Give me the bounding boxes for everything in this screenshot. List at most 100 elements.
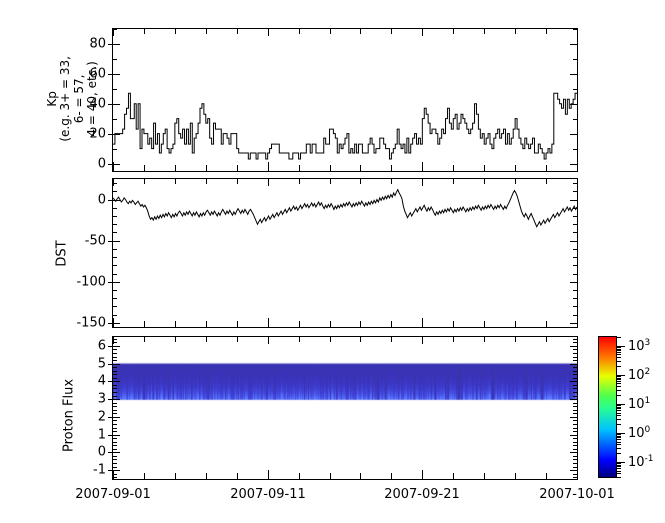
y-minor-tick	[573, 339, 577, 340]
y-minor-tick	[113, 367, 117, 368]
proton-flux-y-tick-label: 5	[97, 356, 106, 372]
colorbar-minor-tick	[616, 468, 621, 469]
y-minor-tick	[113, 315, 117, 316]
y-minor-tick	[573, 274, 577, 275]
colorbar-minor-tick	[616, 444, 621, 445]
x-minor-tick	[299, 179, 300, 184]
x-minor-tick	[144, 337, 145, 342]
x-major-tick	[422, 318, 423, 327]
y-major-tick	[108, 435, 120, 436]
colorbar-major-tick	[616, 433, 625, 434]
y-minor-tick	[113, 442, 117, 443]
x-minor-tick	[484, 337, 485, 342]
y-minor-tick	[113, 29, 117, 30]
y-major-tick	[570, 74, 577, 75]
dst-y-tick-label: -100	[76, 274, 106, 290]
x-minor-tick	[484, 29, 485, 34]
x-major-tick	[422, 29, 423, 36]
x-minor-tick	[515, 165, 516, 171]
kp-axis-label-line-4: 4 = 40, etc.)	[85, 61, 100, 137]
x-major-tick	[268, 470, 269, 479]
x-minor-tick	[484, 473, 485, 479]
y-minor-tick	[573, 208, 577, 209]
y-minor-tick	[113, 388, 117, 389]
x-minor-tick	[360, 165, 361, 171]
proton-flux-y-tick-label: 2	[97, 409, 106, 425]
kp-axis-label-line-2: (e.g. 3+ = 33,	[58, 56, 73, 142]
colorbar-minor-tick	[616, 361, 621, 362]
x-major-tick	[577, 179, 578, 186]
x-minor-tick	[237, 29, 238, 34]
x-minor-tick	[299, 337, 300, 342]
y-major-tick	[570, 200, 577, 201]
x-minor-tick	[484, 321, 485, 327]
dst-y-tick-label: -150	[76, 315, 106, 331]
kp-axis-label: Kp (e.g. 3+ = 33, 6- = 57, 4 = 40, etc.)	[45, 24, 100, 174]
y-major-tick	[570, 417, 577, 418]
x-minor-tick	[484, 179, 485, 184]
colorbar-major-tick	[616, 375, 625, 376]
x-major-tick	[577, 470, 578, 479]
x-minor-tick	[206, 337, 207, 342]
y-minor-tick	[573, 388, 577, 389]
y-major-tick	[108, 381, 120, 382]
x-minor-tick	[484, 165, 485, 171]
y-minor-tick	[113, 449, 117, 450]
x-minor-tick	[206, 179, 207, 184]
x-minor-tick	[360, 179, 361, 184]
x-minor-tick	[546, 165, 547, 171]
y-minor-tick	[113, 374, 117, 375]
y-minor-tick	[573, 315, 577, 316]
y-minor-tick	[573, 410, 577, 411]
colorbar-minor-tick	[616, 463, 621, 464]
y-minor-tick	[573, 474, 577, 475]
y-minor-tick	[113, 306, 117, 307]
x-minor-tick	[330, 165, 331, 171]
x-minor-tick	[144, 321, 145, 327]
y-minor-tick	[573, 378, 577, 379]
x-major-tick	[113, 318, 114, 327]
y-major-tick	[570, 452, 577, 453]
x-minor-tick	[299, 165, 300, 171]
x-major-tick	[577, 318, 578, 327]
x-minor-tick	[360, 321, 361, 327]
x-major-tick	[577, 29, 578, 36]
x-minor-tick	[546, 473, 547, 479]
y-major-tick	[570, 323, 577, 324]
x-minor-tick	[206, 473, 207, 479]
y-minor-tick	[573, 224, 577, 225]
colorbar-minor-tick	[616, 424, 621, 425]
y-major-tick	[108, 364, 120, 365]
y-major-tick	[570, 282, 577, 283]
colorbar-minor-tick	[616, 407, 621, 408]
colorbar-gradient	[599, 337, 616, 477]
x-major-tick	[422, 470, 423, 479]
y-minor-tick	[573, 119, 577, 120]
proton-flux-y-tick-label: 4	[97, 373, 106, 389]
y-minor-tick	[573, 477, 577, 478]
kp-line	[113, 92, 577, 160]
dst-y-tick-label: -50	[84, 233, 106, 249]
x-minor-tick	[237, 473, 238, 479]
colorbar-minor-tick	[616, 357, 621, 358]
y-minor-tick	[113, 445, 117, 446]
x-minor-tick	[453, 473, 454, 479]
y-minor-tick	[573, 216, 577, 217]
x-minor-tick	[546, 179, 547, 184]
x-minor-tick	[175, 337, 176, 342]
y-minor-tick	[573, 290, 577, 291]
y-minor-tick	[573, 445, 577, 446]
y-major-tick	[570, 164, 577, 165]
y-minor-tick	[113, 474, 117, 475]
y-minor-tick	[573, 360, 577, 361]
y-minor-tick	[113, 119, 117, 120]
y-minor-tick	[113, 396, 117, 397]
y-major-tick	[108, 282, 120, 283]
x-minor-tick	[299, 29, 300, 34]
colorbar-minor-tick	[616, 465, 621, 466]
y-minor-tick	[573, 59, 577, 60]
proton-flux-axis-label: Proton Flux	[61, 378, 77, 453]
y-minor-tick	[113, 360, 117, 361]
colorbar-minor-tick	[616, 437, 621, 438]
x-minor-tick	[175, 165, 176, 171]
